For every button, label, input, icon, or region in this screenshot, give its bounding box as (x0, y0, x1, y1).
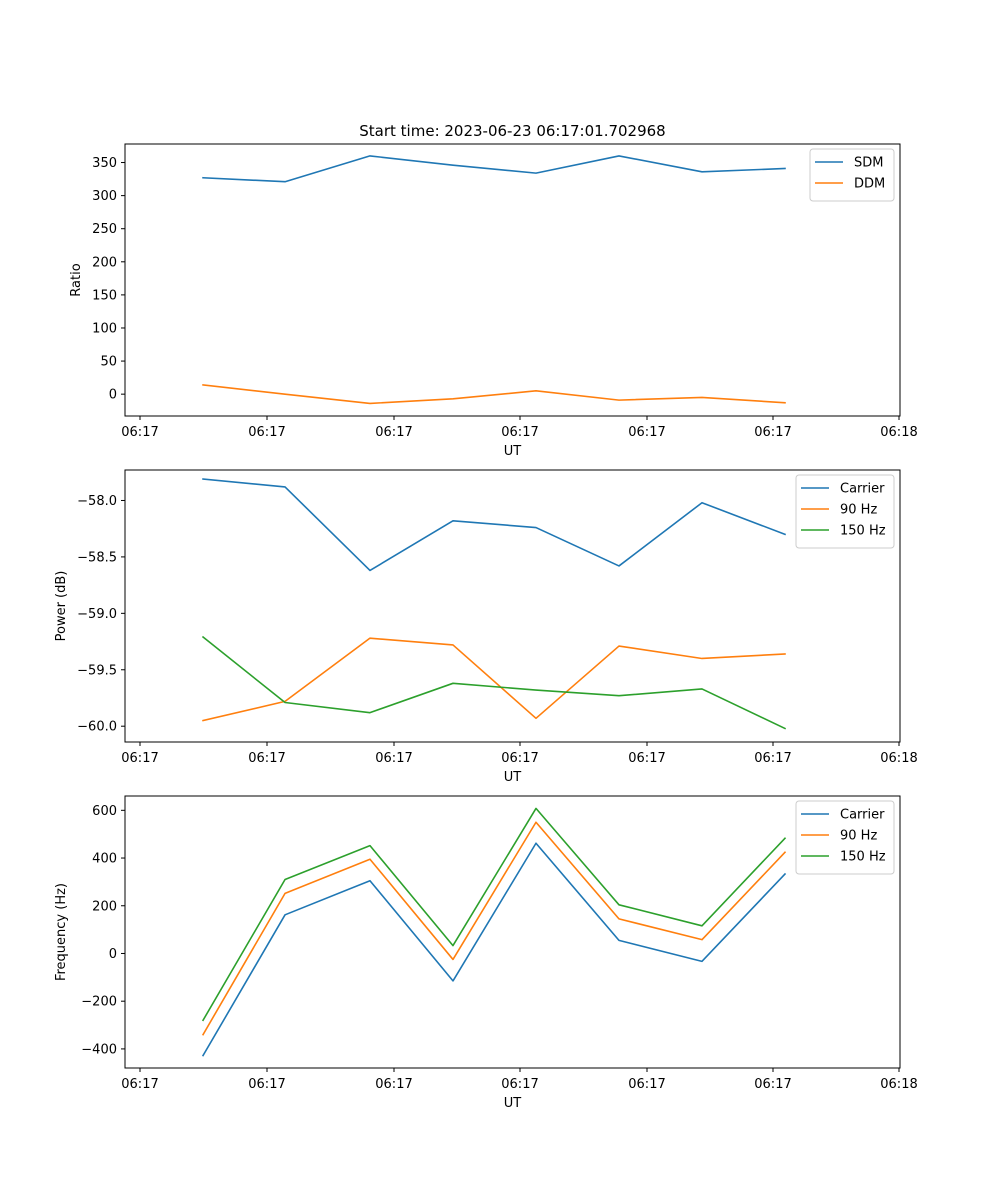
x-tick-label: 06:17 (501, 425, 538, 440)
x-tick-label: 06:17 (754, 751, 791, 766)
y-axis-label: Frequency (Hz) (54, 883, 69, 981)
legend-entry: 90 Hz (840, 829, 877, 844)
y-tick-label: 0 (109, 947, 117, 962)
x-tick-label: 06:17 (501, 1077, 538, 1092)
series-line-2-3 (201, 635, 787, 730)
y-tick-label: 50 (100, 355, 117, 370)
series-line-2-2 (202, 637, 786, 722)
y-tick-label: 200 (92, 255, 117, 270)
legend-entry: 150 Hz (840, 850, 886, 865)
x-axis-label: UT (504, 770, 522, 785)
x-tick-label: 06:17 (754, 1077, 791, 1092)
y-tick-label: 350 (92, 156, 117, 171)
series-line-1-1 (202, 155, 786, 183)
chart-panel-3: 06:17 06:17 06:17 06:17 06:17 06:17 06:18 −400 −… (54, 795, 918, 1111)
x-tick-label: 06:17 (248, 1077, 285, 1092)
series-line-3-2 (201, 821, 787, 1036)
series-line-1-2 (202, 384, 786, 405)
x-tick-label: 06:17 (628, 751, 665, 766)
chart-panel-2: 06:17 06:17 06:17 06:17 06:17 06:17 06:18 −60.0… (54, 469, 918, 785)
axes-frame (124, 143, 901, 417)
x-tick-label: 06:17 (121, 751, 158, 766)
y-tick-label: −60.0 (77, 720, 117, 735)
x-tick-label: 06:18 (880, 751, 917, 766)
y-axis-label: Ratio (69, 263, 84, 296)
x-tick-label: 06:17 (628, 425, 665, 440)
x-tick-label: 06:17 (375, 1077, 412, 1092)
legend-entry: Carrier (840, 808, 885, 823)
x-tick-label: 06:17 (628, 1077, 665, 1092)
axes-frame (124, 795, 901, 1069)
x-tick-label: 06:17 (121, 1077, 158, 1092)
figure-title: Start time: 2023-06-23 06:17:01.702968 (359, 122, 665, 140)
x-tick-label: 06:17 (121, 425, 158, 440)
legend: SDM DDM (809, 148, 895, 202)
legend-entry: DDM (854, 177, 885, 192)
y-tick-label: 600 (92, 804, 117, 819)
series-line-3-3 (201, 807, 787, 1022)
axes-frame (124, 469, 901, 743)
panels: 06:17 06:17 06:17 06:17 06:17 06:17 06:18 0 50 10… (54, 143, 918, 1111)
y-tick-label: 0 (109, 388, 117, 403)
y-tick-label: 250 (92, 222, 117, 237)
y-tick-label: −400 (81, 1042, 117, 1057)
y-tick-label: −59.0 (77, 607, 117, 622)
y-tick-label: −58.0 (77, 494, 117, 509)
x-tick-label: 06:17 (248, 751, 285, 766)
legend-entry: 150 Hz (840, 524, 886, 539)
series-line-3-1 (201, 842, 787, 1057)
series-line-2-1 (202, 478, 787, 572)
x-axis-label: UT (504, 1096, 522, 1111)
x-tick-label: 06:18 (880, 1077, 917, 1092)
y-tick-label: −58.5 (77, 550, 117, 565)
y-tick-label: 200 (92, 899, 117, 914)
x-tick-label: 06:17 (375, 425, 412, 440)
y-tick-label: 150 (92, 288, 117, 303)
x-tick-label: 06:17 (754, 425, 791, 440)
x-tick-label: 06:17 (501, 751, 538, 766)
y-tick-label: 100 (92, 321, 117, 336)
y-tick-label: −200 (81, 995, 117, 1010)
x-tick-label: 06:18 (880, 425, 917, 440)
x-tick-label: 06:17 (375, 751, 412, 766)
y-tick-label: 300 (92, 189, 117, 204)
y-axis-label: Power (dB) (54, 571, 69, 642)
legend-entry: 90 Hz (840, 503, 877, 518)
x-tick-label: 06:17 (248, 425, 285, 440)
y-tick-label: 400 (92, 852, 117, 867)
x-axis-label: UT (504, 444, 522, 459)
legend-entry: SDM (854, 156, 883, 171)
legend: Carrier 90 Hz 150 Hz (795, 474, 895, 549)
legend-entry: Carrier (840, 482, 885, 497)
y-tick-label: −59.5 (77, 663, 117, 678)
legend: Carrier 90 Hz 150 Hz (795, 800, 895, 875)
chart-panel-1: 06:17 06:17 06:17 06:17 06:17 06:17 06:18 0 50 10… (69, 143, 918, 459)
